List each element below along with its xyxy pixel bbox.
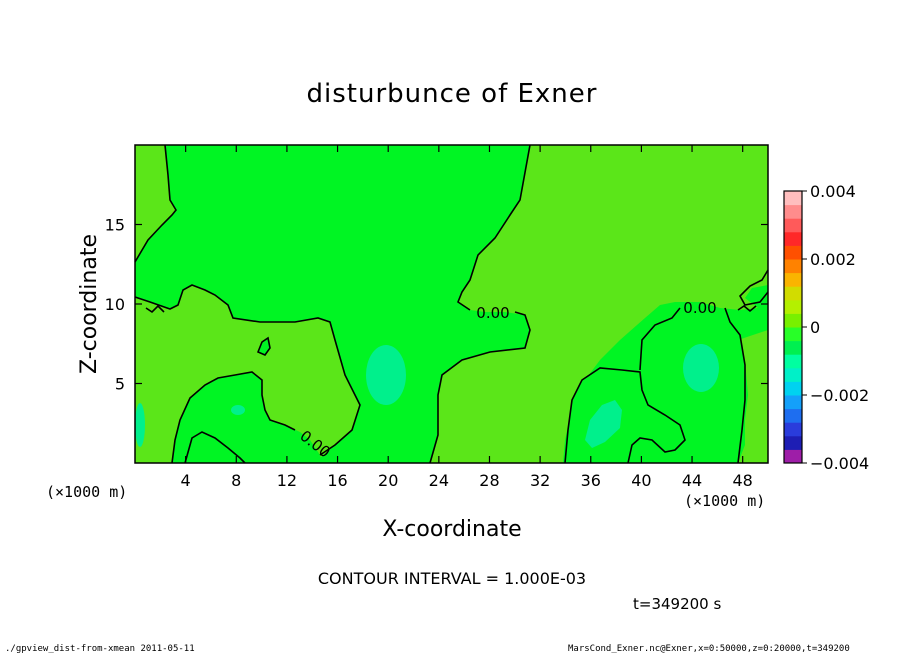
y-scale-note: (×1000 m)	[46, 483, 127, 501]
footer-right: MarsCond_Exner.nc@Exner,x=0:50000,z=0:20…	[568, 644, 850, 654]
colorbar-swatch	[784, 286, 802, 301]
colorbar-swatch	[784, 272, 802, 287]
zero-island-right-mid	[640, 318, 745, 463]
contour-center	[457, 144, 531, 311]
time-label: t=349200 s	[633, 595, 721, 613]
x-tick-label: 4	[181, 471, 191, 490]
contour-left-bottom-arc	[184, 431, 246, 464]
x-tick-label: 28	[479, 471, 499, 490]
colorbar-swatch	[784, 259, 802, 274]
x-tick-label: 36	[581, 471, 601, 490]
y-axis-title: Z-coordinate	[77, 234, 102, 374]
contour-left-inner	[171, 371, 296, 464]
positive-region-center	[430, 145, 768, 463]
colorbar-swatch	[784, 395, 802, 410]
contour-lines	[134, 144, 769, 464]
x-tick-label: 12	[277, 471, 297, 490]
footer-left: ./gpview_dist-from-xmean 2011-05-11	[5, 644, 195, 654]
contour-left-edge-wiggle	[145, 304, 165, 314]
x-tick-label: 32	[530, 471, 550, 490]
colorbar-swatch	[784, 381, 802, 396]
colorbar-swatch	[784, 340, 802, 355]
negative-blob-x1	[135, 403, 145, 447]
x-tick-label: 16	[327, 471, 347, 490]
contour-right-edge-wiggle	[737, 305, 757, 313]
colorbar-swatch	[784, 422, 802, 437]
x-tick-label: 48	[733, 471, 753, 490]
colorbar-swatch	[784, 231, 802, 246]
x-tick-label: 40	[631, 471, 651, 490]
colorbar-swatch	[784, 313, 802, 328]
contour-top-left	[134, 144, 177, 263]
colorbar-swatch	[784, 299, 802, 314]
contour-left-main	[134, 284, 361, 456]
chart-title: disturbunce of Exner	[307, 79, 598, 109]
negative-regions	[135, 344, 719, 448]
positive-region-top-left	[135, 145, 176, 262]
colorbar-swatch	[784, 327, 802, 342]
contour-interval: CONTOUR INTERVAL = 1.000E-03	[318, 569, 586, 588]
colorbar-swatch	[784, 218, 802, 233]
colorbar-tick-label: 0.004	[810, 182, 856, 201]
x-tick-label: 8	[231, 471, 241, 490]
colorbar-swatch	[784, 435, 802, 450]
contour-small-island	[256, 336, 271, 356]
negative-blob-x8	[231, 405, 245, 415]
colorbar-swatch	[784, 191, 802, 206]
contour-label: 0.00	[476, 304, 509, 322]
y-tick-label: 5	[115, 375, 125, 394]
contour-right-edge-loop	[739, 269, 769, 306]
zero-island-left-bottom	[172, 372, 322, 463]
x-scale-note: (×1000 m)	[684, 492, 765, 510]
negative-blob-x44	[683, 344, 719, 392]
negative-blob-x37	[585, 400, 622, 448]
x-ticks: 4 8 12 16 20 24 28 32 36 40 44 48	[181, 145, 753, 490]
x-tick-label: 44	[682, 471, 702, 490]
contour-right-outer	[639, 307, 681, 371]
contour-right-inner	[564, 367, 686, 464]
colorbar-swatch	[784, 354, 802, 369]
y-ticks: 5 10 15	[105, 216, 768, 394]
negative-blob-x20	[366, 345, 406, 405]
x-tick-label: 20	[378, 471, 398, 490]
colorbar-tick-label: 0.002	[810, 250, 856, 269]
colorbar-tick-label: −0.004	[810, 454, 869, 473]
colorbar-tick-label: −0.002	[810, 386, 869, 405]
contour-right-outer-b	[724, 307, 746, 464]
colorbar-swatch	[784, 245, 802, 260]
x-axis-title: X-coordinate	[382, 517, 521, 542]
colorbar-swatch	[784, 408, 802, 423]
colorbar-swatch	[784, 367, 802, 382]
y-tick-label: 15	[105, 216, 125, 235]
zero-island-small-left	[258, 338, 270, 355]
colorbar-tick-label: 0	[810, 318, 820, 337]
colorbar-swatch	[784, 449, 802, 464]
contour-center-lower	[429, 311, 531, 464]
colorbar-swatch	[784, 204, 802, 219]
contour-label: 0.00	[683, 299, 716, 317]
plot-area: 0.00 0.00 0.00 4 8 12 16 20 24 28 32 36 40 44 48 51…	[105, 144, 769, 490]
y-tick-label: 10	[105, 295, 125, 314]
colorbar: 0.004 0.002 0 −0.002 −0.004	[783, 182, 869, 473]
x-tick-label: 24	[429, 471, 449, 490]
